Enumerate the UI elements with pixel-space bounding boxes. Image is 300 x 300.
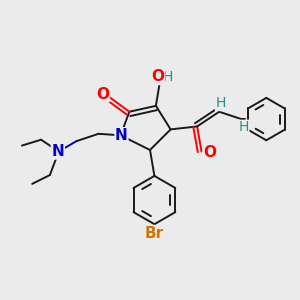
Text: O: O xyxy=(152,70,164,85)
Text: O: O xyxy=(203,146,216,160)
Text: N: N xyxy=(52,144,64,159)
Text: Br: Br xyxy=(145,226,164,241)
Text: H: H xyxy=(215,97,226,110)
Text: N: N xyxy=(115,128,128,143)
Text: H: H xyxy=(163,70,173,84)
Text: O: O xyxy=(96,87,110,102)
Text: H: H xyxy=(238,120,249,134)
